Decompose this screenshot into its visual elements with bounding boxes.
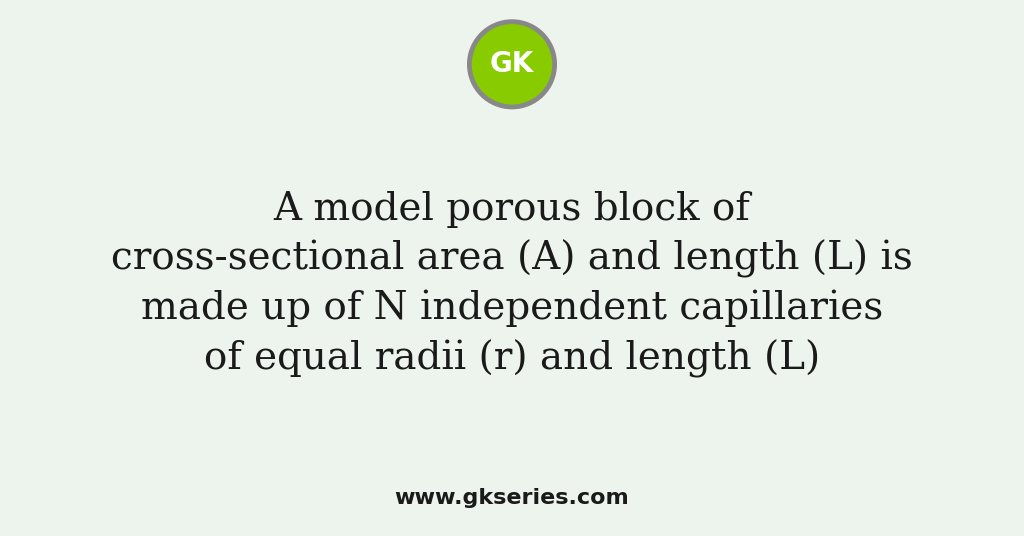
Text: www.gkseries.com: www.gkseries.com [394, 488, 630, 509]
Text: A model porous block of
cross-sectional area (A) and length (L) is
made up of N : A model porous block of cross-sectional … [112, 190, 912, 378]
Text: GK: GK [489, 50, 535, 78]
